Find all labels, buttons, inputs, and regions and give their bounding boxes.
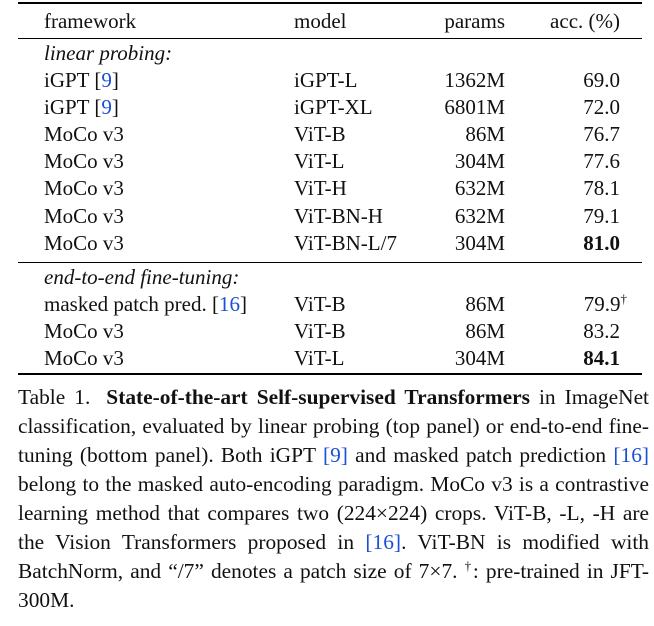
params-cell: 304M	[454, 346, 505, 371]
params-cell: 304M	[454, 149, 505, 174]
table-row: MoCo v3 ViT-H 632M 78.1	[18, 175, 642, 202]
accuracy-cell: 77.6	[544, 148, 620, 175]
table-row: MoCo v3 ViT-L 304M 84.1	[18, 345, 642, 372]
caption-ref-link[interactable]: [9]	[322, 443, 348, 467]
framework-name: masked patch pred.	[44, 292, 207, 316]
citation-link[interactable]: 9	[101, 68, 112, 92]
accuracy-value: 77.6	[583, 149, 620, 174]
params-cell: 632M	[454, 203, 505, 228]
table-row: MoCo v3 ViT-B 86M 83.2	[18, 318, 642, 345]
accuracy-cell: 84.1	[544, 345, 620, 372]
model-cell: ViT-B	[294, 122, 346, 147]
model-cell: ViT-L	[294, 346, 345, 371]
caption-text: and masked patch prediction	[347, 443, 614, 467]
table-row: iGPT [9] iGPT-XL 6801M 72.0	[18, 94, 642, 121]
framework-name: MoCo v3	[44, 230, 124, 255]
framework-name: iGPT	[44, 95, 90, 120]
framework-name: MoCo v3	[44, 203, 124, 228]
framework-name: MoCo v3	[44, 122, 124, 147]
accuracy-value: 79.9	[583, 292, 621, 316]
framework-name: MoCo v3	[44, 319, 124, 344]
model-cell: ViT-H	[294, 176, 347, 201]
framework-cell: MoCo v3	[44, 230, 124, 257]
framework-name: iGPT	[44, 68, 90, 92]
params-cell: 86M	[465, 122, 505, 147]
header-framework: framework	[44, 9, 137, 33]
framework-cell: MoCo v3	[44, 175, 124, 202]
accuracy-value: 83.2	[583, 319, 620, 344]
model-cell: ViT-L	[294, 149, 345, 174]
framework-name: MoCo v3	[44, 346, 124, 371]
caption-ref-link[interactable]: [16]	[613, 443, 650, 467]
accuracy-value: 72.0	[583, 95, 620, 120]
table-row: MoCo v3 ViT-BN-H 632M 79.1	[18, 203, 642, 230]
model-cell: iGPT-XL	[294, 95, 373, 120]
accuracy-value: 76.7	[583, 122, 620, 147]
dagger-mark: †	[620, 291, 628, 306]
accuracy-cell: 83.2	[544, 318, 620, 345]
accuracy-cell: 81.0	[544, 230, 620, 257]
dagger-mark: †	[464, 558, 473, 573]
params-cell: 6801M	[444, 95, 505, 120]
model-cell: ViT-B	[294, 292, 346, 316]
model-cell: iGPT-L	[294, 68, 358, 92]
table-row: MoCo v3 ViT-BN-L/7 304M 81.0	[18, 230, 642, 257]
model-cell: ViT-BN-L/7	[294, 230, 397, 255]
framework-cell: MoCo v3	[44, 318, 124, 345]
accuracy-cell: 72.0	[544, 94, 620, 121]
table-caption: Table 1. State-of-the-art Self-supervised…	[18, 383, 649, 615]
top-rule	[18, 2, 642, 4]
framework-name: MoCo v3	[44, 149, 124, 174]
caption-text: belong to the masked auto-encoding parad…	[18, 472, 649, 554]
accuracy-cell: 76.7	[544, 121, 620, 148]
framework-cell: MoCo v3	[44, 148, 124, 175]
accuracy-value: 84.1	[583, 346, 620, 371]
model-cell: ViT-BN-H	[294, 203, 383, 228]
table-row: iGPT [9] iGPT-L 1362M 69.0	[18, 67, 642, 94]
framework-name: MoCo v3	[44, 176, 124, 201]
accuracy-value: 78.1	[583, 176, 620, 201]
section-label: end-to-end fine-tuning:	[44, 265, 240, 289]
params-cell: 86M	[465, 292, 505, 316]
table-row: MoCo v3 ViT-B 86M 76.7	[18, 121, 642, 148]
accuracy-cell: 79.1	[544, 203, 620, 230]
model-cell: ViT-B	[294, 319, 346, 344]
params-cell: 86M	[465, 319, 505, 344]
header-params: params	[444, 9, 505, 33]
section-rule	[18, 262, 642, 263]
citation-link[interactable]: 16	[218, 292, 240, 316]
caption-text: in ImageNet classification, evaluated by…	[18, 385, 650, 467]
accuracy-value: 69.0	[583, 68, 620, 92]
params-cell: 304M	[454, 230, 505, 255]
accuracy-cell: 69.0	[544, 67, 620, 94]
accuracy-value: 81.0	[583, 230, 620, 255]
header-acc: acc. (%)	[550, 9, 620, 33]
caption-label: Table 1.	[18, 385, 91, 409]
framework-cell: MoCo v3	[44, 121, 124, 148]
caption-text: : pre-trained in JFT-300M.	[18, 559, 650, 612]
framework-cell: MoCo v3	[44, 203, 124, 230]
framework-cell: iGPT [9]	[44, 95, 119, 120]
framework-cell: masked patch pred. [16]	[44, 292, 247, 316]
caption-title: State-of-the-art Self-supervised Transfo…	[106, 385, 530, 409]
bottom-rule	[18, 373, 642, 375]
citation-link[interactable]: 9	[101, 95, 112, 120]
accuracy-cell: 79.9†	[551, 291, 627, 318]
table-row: masked patch pred. [16] ViT-B 86M 79.9†	[18, 291, 642, 318]
framework-cell: MoCo v3	[44, 345, 124, 372]
table-row: MoCo v3 ViT-L 304M 77.6	[18, 148, 642, 175]
header-rule	[18, 38, 642, 39]
accuracy-cell: 78.1	[544, 175, 620, 202]
params-cell: 632M	[454, 176, 505, 201]
section-label: linear probing:	[44, 41, 173, 65]
header-row: framework model params acc. (%)	[18, 8, 642, 35]
header-model: model	[294, 9, 347, 33]
caption-text: . ViT-BN is modified with BatchNorm, and…	[18, 530, 650, 583]
params-cell: 1362M	[444, 68, 505, 92]
caption-ref-link[interactable]: [16]	[365, 530, 402, 554]
accuracy-value: 79.1	[583, 203, 620, 228]
framework-cell: iGPT [9]	[44, 68, 119, 92]
